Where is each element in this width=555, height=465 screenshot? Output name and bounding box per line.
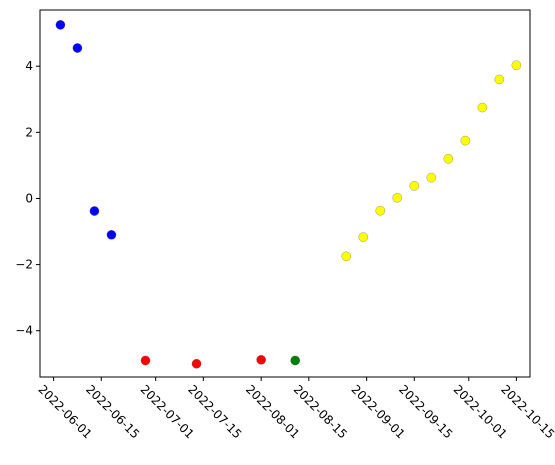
y-tick-label: 0: [25, 191, 33, 205]
data-point: [256, 355, 266, 365]
data-point: [409, 181, 420, 191]
y-axis: −4 −2 0 2 4: [15, 59, 40, 338]
data-point: [443, 154, 454, 164]
y-tick-label: −4: [15, 324, 33, 338]
data-point: [358, 232, 369, 242]
data-point: [341, 251, 351, 262]
data-point: [477, 102, 488, 113]
plot-frame: [39, 9, 531, 378]
data-points: [55, 20, 522, 369]
data-point: [140, 355, 151, 366]
data-point: [72, 43, 83, 53]
y-tick-label: 2: [25, 125, 33, 139]
x-axis: 2022-06-012022-06-152022-07-012022-07-15…: [35, 377, 555, 441]
data-point: [191, 359, 202, 369]
y-tick-label: 4: [25, 59, 33, 73]
data-point: [511, 60, 522, 70]
y-tick-label: −2: [15, 258, 33, 272]
data-point: [89, 206, 100, 216]
data-point: [426, 172, 437, 183]
data-point: [375, 205, 386, 216]
data-point: [290, 355, 300, 366]
data-point: [392, 193, 403, 203]
data-point: [106, 230, 117, 240]
data-point: [460, 135, 471, 146]
data-point: [55, 20, 66, 30]
data-point: [494, 74, 505, 85]
